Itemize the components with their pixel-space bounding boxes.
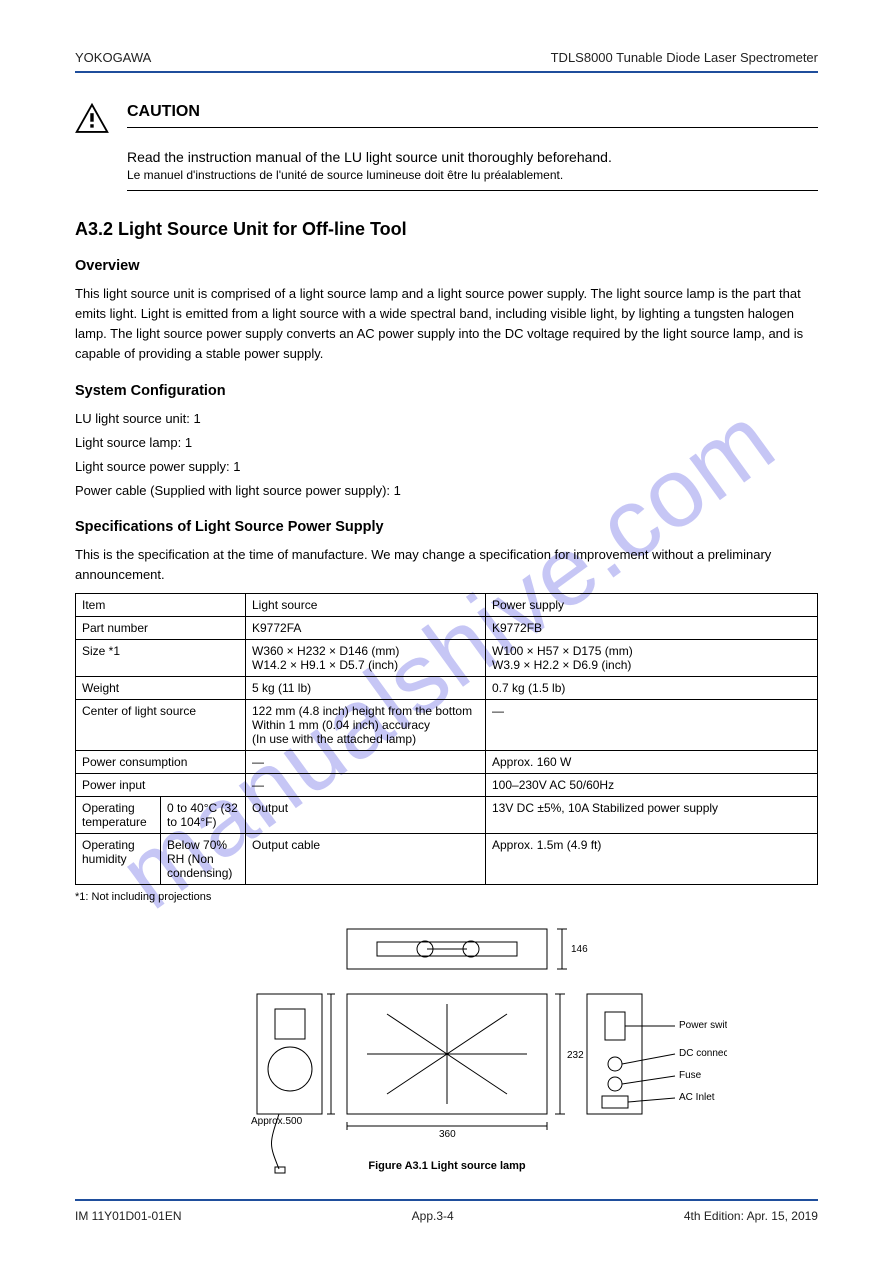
cell: Center of light source xyxy=(76,700,246,751)
overview-paragraph: This light source unit is comprised of a… xyxy=(75,284,818,365)
dim-height: 232 xyxy=(567,1050,584,1061)
spec-heading: Specifications of Light Source Power Sup… xyxy=(75,519,818,535)
cell: Approx. 1.5m (4.9 ft) xyxy=(486,834,818,885)
figure-caption: Figure A3.1 Light source lamp xyxy=(368,1160,526,1172)
page-header: YOKOGAWA TDLS8000 Tunable Diode Laser Sp… xyxy=(75,50,818,73)
cell: Weight xyxy=(76,677,246,700)
system-row-2: Light source lamp: 1 xyxy=(75,433,818,453)
caution-body: Read the instruction manual of the LU li… xyxy=(127,149,818,191)
cell: Operating humidity xyxy=(76,834,161,885)
cell: K9772FB xyxy=(486,617,818,640)
caution-block: CAUTION xyxy=(75,103,818,133)
warning-icon xyxy=(75,103,109,133)
dim-lead: Approx.500 xyxy=(251,1116,303,1127)
cell: Power input xyxy=(76,774,246,797)
cell: Item xyxy=(76,594,246,617)
cell: Power consumption xyxy=(76,751,246,774)
table-row: Weight 5 kg (11 lb) 0.7 kg (1.5 lb) xyxy=(76,677,818,700)
label-fuse: Fuse xyxy=(679,1070,702,1081)
cell: — xyxy=(246,751,486,774)
footer-docnum: IM 11Y01D01-01EN xyxy=(75,1209,182,1223)
table-row: Center of light source 122 mm (4.8 inch)… xyxy=(76,700,818,751)
page: YOKOGAWA TDLS8000 Tunable Diode Laser Sp… xyxy=(0,0,893,1263)
cell: Power supply xyxy=(486,594,818,617)
table-row: Item Light source Power supply xyxy=(76,594,818,617)
dim-width: 360 xyxy=(439,1129,456,1140)
system-config-heading: System Configuration xyxy=(75,383,818,399)
overview-heading: Overview xyxy=(75,258,818,274)
table-footnote: *1: Not including projections xyxy=(75,889,818,906)
cell: 0.7 kg (1.5 lb) xyxy=(486,677,818,700)
cell: 122 mm (4.8 inch) height from the bottom… xyxy=(246,700,486,751)
cell: 5 kg (11 lb) xyxy=(246,677,486,700)
table-row: Part number K9772FA K9772FB xyxy=(76,617,818,640)
cell: Output cable xyxy=(246,834,486,885)
footer-pagenum: App.3-4 xyxy=(412,1209,454,1223)
caution-line-fr: Le manuel d'instructions de l'unité de s… xyxy=(127,168,818,182)
system-row-4: Power cable (Supplied with light source … xyxy=(75,481,818,501)
page-footer: IM 11Y01D01-01EN App.3-4 4th Edition: Ap… xyxy=(75,1199,818,1223)
system-row-1: LU light source unit: 1 xyxy=(75,409,818,429)
cell: — xyxy=(486,700,818,751)
table-row: Operating humidity Below 70% RH (Non con… xyxy=(76,834,818,885)
table-row: Size *1 W360 × H232 × D146 (mm) W14.2 × … xyxy=(76,640,818,677)
cell: 0 to 40°C (32 to 104°F) xyxy=(161,797,246,834)
technical-diagram: 146 Approx.500 xyxy=(75,924,818,1174)
spec-notice: This is the specification at the time of… xyxy=(75,545,818,585)
cell: — xyxy=(246,774,486,797)
caution-line-en: Read the instruction manual of the LU li… xyxy=(127,149,818,165)
label-power-switch: Power switch xyxy=(679,1020,727,1031)
table-row: Power input — 100–230V AC 50/60Hz xyxy=(76,774,818,797)
cell: Size *1 xyxy=(76,640,246,677)
header-product: TDLS8000 Tunable Diode Laser Spectromete… xyxy=(551,50,818,65)
label-dc-connector: DC connector xyxy=(679,1048,727,1059)
cell: W360 × H232 × D146 (mm) W14.2 × H9.1 × D… xyxy=(246,640,486,677)
cell: Operating temperature xyxy=(76,797,161,834)
cell: W100 × H57 × D175 (mm) W3.9 × H2.2 × D6.… xyxy=(486,640,818,677)
cell: Below 70% RH (Non condensing) xyxy=(161,834,246,885)
system-row-3: Light source power supply: 1 xyxy=(75,457,818,477)
table-row: Power consumption — Approx. 160 W xyxy=(76,751,818,774)
dim-depth-top: 146 xyxy=(571,944,588,955)
cell: Approx. 160 W xyxy=(486,751,818,774)
label-ac-inlet: AC Inlet xyxy=(679,1092,715,1103)
cell: Light source xyxy=(246,594,486,617)
cell: 13V DC ±5%, 10A Stabilized power supply xyxy=(486,797,818,834)
header-brand: YOKOGAWA xyxy=(75,50,151,65)
spec-table: Item Light source Power supply Part numb… xyxy=(75,593,818,885)
cell: Part number xyxy=(76,617,246,640)
cell: Output xyxy=(246,797,486,834)
caution-title: CAUTION xyxy=(127,103,818,128)
cell: K9772FA xyxy=(246,617,486,640)
table-row: Operating temperature 0 to 40°C (32 to 1… xyxy=(76,797,818,834)
section-heading: A3.2 Light Source Unit for Off-line Tool xyxy=(75,219,818,240)
footer-edition: 4th Edition: Apr. 15, 2019 xyxy=(684,1209,818,1223)
cell: 100–230V AC 50/60Hz xyxy=(486,774,818,797)
